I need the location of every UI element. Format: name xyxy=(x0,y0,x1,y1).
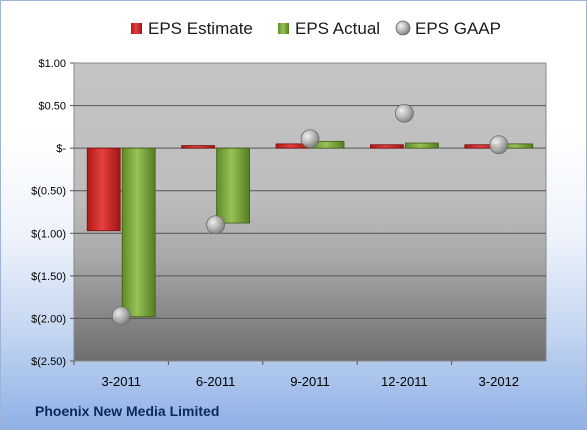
marker-eps-gaap xyxy=(300,129,320,149)
bars xyxy=(86,140,534,318)
y-tick-label: $0.50 xyxy=(38,101,66,113)
legend-swatch-actual xyxy=(278,23,289,34)
marker-eps-gaap xyxy=(206,215,226,235)
bar-eps-estimate xyxy=(86,147,121,232)
y-tick-label: $(2.00) xyxy=(31,313,66,325)
x-category-label: 6-2011 xyxy=(196,374,236,389)
legend-swatch-gaap xyxy=(395,20,411,36)
legend-swatch-estimate xyxy=(131,23,142,34)
y-tick-label: $(1.00) xyxy=(31,228,66,240)
x-category-label: 3-2011 xyxy=(101,374,141,389)
legend-label-gaap: EPS GAAP xyxy=(415,19,501,38)
marker-eps-gaap xyxy=(489,135,509,155)
bar-eps-estimate xyxy=(369,144,404,149)
bar-eps-actual xyxy=(404,142,439,149)
x-category-label: 3-2012 xyxy=(479,374,519,389)
legend: EPS Estimate EPS Actual EPS GAAP xyxy=(131,19,501,38)
legend-label-estimate: EPS Estimate xyxy=(148,19,253,38)
y-tick-label: $(1.50) xyxy=(31,271,66,283)
y-tick-label: $(2.50) xyxy=(31,356,66,368)
gaap-markers xyxy=(111,103,509,326)
y-axis-ticks: $1.00 $0.50 $- $(0.50) $(1.00) $(1.50) $(2.00)… xyxy=(31,58,74,368)
x-category-label: 9-2011 xyxy=(290,374,330,389)
bar-eps-actual xyxy=(216,147,251,224)
legend-label-actual: EPS Actual xyxy=(295,19,380,38)
bar-eps-actual xyxy=(121,147,156,318)
x-category-label: 12-2011 xyxy=(381,374,428,389)
marker-eps-gaap xyxy=(394,103,414,123)
y-tick-label: $- xyxy=(56,143,66,155)
x-axis-categories: 3-2011 6-2011 9-2011 12-2011 3-2012 xyxy=(73,361,519,389)
y-tick-label: $(0.50) xyxy=(31,186,66,198)
company-name: Phoenix New Media Limited xyxy=(35,403,220,419)
bar-eps-estimate xyxy=(181,145,216,149)
marker-eps-gaap xyxy=(111,306,131,326)
y-tick-label: $1.00 xyxy=(38,58,66,70)
